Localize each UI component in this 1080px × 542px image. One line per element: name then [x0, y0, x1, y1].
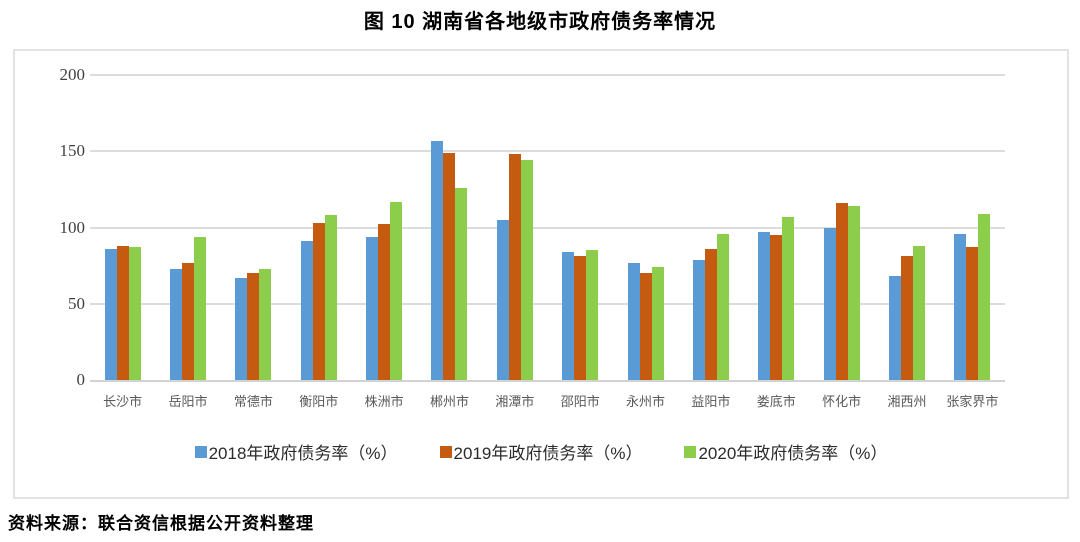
bar [443, 152, 456, 380]
bar [758, 232, 771, 380]
legend-item: 2020年政府债务率（%） [684, 439, 887, 464]
bar [194, 236, 207, 380]
bar [455, 187, 468, 380]
bar-group [351, 75, 416, 380]
bar [235, 277, 248, 380]
bars-row [90, 75, 1005, 380]
bar-group [940, 75, 1005, 380]
bar [847, 206, 860, 380]
bar [366, 236, 379, 380]
bar [259, 268, 272, 380]
x-axis-label: 永州市 [626, 394, 666, 409]
legend-swatch-icon [439, 445, 452, 458]
x-axis-label: 长沙市 [103, 394, 143, 409]
bar-group [613, 75, 678, 380]
x-axis-label: 常德市 [233, 394, 273, 409]
y-tick-label: 50 [68, 293, 85, 313]
bar [586, 250, 599, 380]
x-axis-label: 张家界市 [946, 394, 999, 409]
gridline [90, 74, 1005, 76]
bar-group [90, 75, 155, 380]
bar [116, 245, 129, 380]
gridline [90, 226, 1005, 229]
bar [182, 262, 195, 380]
x-axis-label: 益阳市 [691, 394, 731, 409]
bar [716, 233, 729, 380]
bar [390, 201, 403, 380]
x-axis-labels: 长沙市 岳阳市 常德市 衡阳市 株洲市 郴州市 湘潭市 邵阳市 永州市 益阳市 娄底市 怀化市 湘西州 张… [90, 391, 1005, 410]
bar-group [548, 75, 613, 380]
chart-frame: 0 50 100 150 200 长沙市 岳阳市 常德市 衡阳市 株洲市 郴州市 湘潭市 邵阳市 永州市… [13, 49, 1069, 499]
bar [574, 256, 587, 380]
bar [954, 233, 967, 380]
bar-group [155, 75, 220, 380]
bar [692, 259, 705, 380]
y-tick-label: 150 [59, 141, 86, 161]
x-axis-label: 岳阳市 [168, 394, 208, 409]
bar [496, 219, 509, 380]
bar [627, 262, 640, 380]
x-axis-label: 湘潭市 [495, 394, 535, 409]
x-axis-label: 郴州市 [429, 394, 469, 409]
x-axis-label: 株洲市 [364, 394, 404, 409]
legend-swatch-icon [194, 445, 207, 458]
bar-group [678, 75, 743, 380]
bar-group [286, 75, 351, 380]
x-axis-label: 湘西州 [887, 394, 927, 409]
legend-item: 2018年政府债务率（%） [194, 439, 398, 464]
gridline [90, 302, 1005, 305]
bar-group [744, 75, 809, 380]
bar [247, 273, 260, 380]
bar [300, 241, 313, 380]
y-tick-label: 200 [59, 65, 86, 84]
bar [888, 276, 901, 380]
bar [823, 227, 836, 380]
bar [170, 268, 183, 380]
x-axis-label: 邵阳市 [560, 394, 600, 409]
y-tick-label: 0 [76, 370, 86, 389]
bar [651, 267, 664, 380]
source-note: 资料来源：联合资信根据公开资料整理 [8, 514, 314, 533]
legend-item: 2019年政府债务率（%） [439, 439, 643, 464]
bar [520, 160, 533, 380]
bar [704, 248, 717, 380]
bar [978, 213, 991, 380]
legend: 2018年政府债务率（%） 2019年政府债务率（%） 2020年政府债务率（%） [15, 439, 1067, 464]
bar-group [417, 75, 482, 380]
legend-swatch-icon [684, 445, 697, 458]
plot-area [90, 74, 1005, 382]
bar [312, 222, 325, 380]
bar [782, 216, 795, 380]
bar [128, 247, 141, 380]
legend-label: 2018年政府债务率（%） [208, 444, 398, 463]
bar [104, 248, 117, 380]
bar [770, 235, 783, 380]
bar-group [482, 75, 547, 380]
bar [966, 247, 979, 380]
x-axis-label: 衡阳市 [299, 394, 339, 409]
y-tick-label: 100 [59, 217, 86, 237]
x-axis-label: 怀化市 [822, 394, 862, 409]
bar [900, 256, 913, 380]
legend-label: 2020年政府债务率（%） [698, 444, 888, 463]
bar [378, 224, 391, 380]
bar-group [874, 75, 939, 380]
bar [912, 245, 925, 380]
bar [431, 140, 444, 380]
x-axis-label: 娄底市 [756, 394, 796, 409]
bar [835, 203, 848, 380]
bar [562, 251, 575, 380]
bar-group [809, 75, 874, 380]
bar [639, 273, 652, 380]
bar-group [221, 75, 286, 380]
chart-title: 图 10 湖南省各地级市政府债务率情况 [363, 11, 717, 33]
gridline [90, 150, 1005, 153]
bar [508, 154, 521, 380]
legend-label: 2019年政府债务率（%） [453, 444, 643, 463]
bar [324, 215, 337, 380]
